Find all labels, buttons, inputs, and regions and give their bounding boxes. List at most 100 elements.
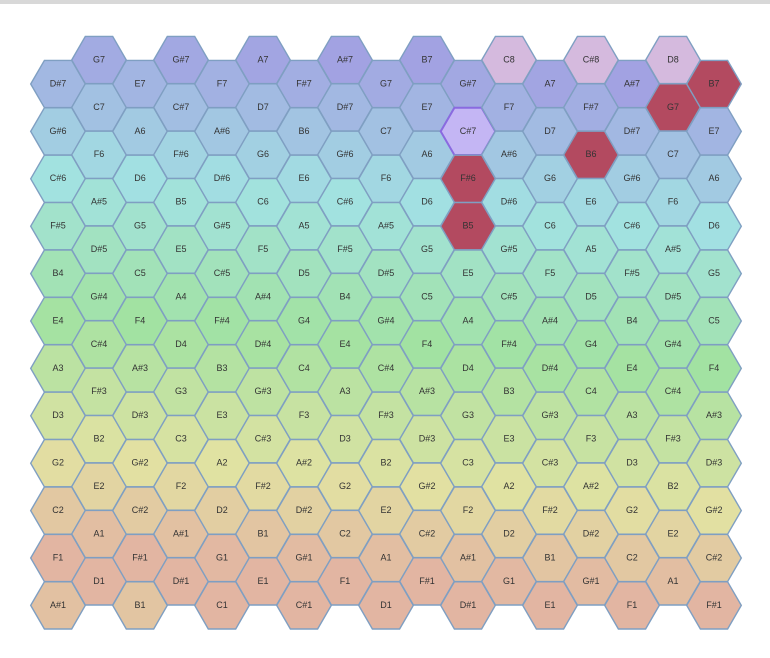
key-label: B3	[216, 363, 227, 373]
key-label: A#3	[706, 410, 722, 420]
key-label: C1	[216, 600, 228, 610]
key-label: G#4	[377, 315, 394, 325]
key-label: B5	[462, 221, 473, 231]
key-label: F#1	[419, 576, 435, 586]
key-label: G6	[544, 173, 556, 183]
key-label: D#2	[296, 505, 313, 515]
key-label: G7	[380, 78, 392, 88]
key-label: A4	[462, 315, 473, 325]
key-label: C6	[257, 197, 269, 207]
key-label: B4	[52, 268, 63, 278]
key-label: G3	[462, 410, 474, 420]
key-label: C2	[52, 505, 64, 515]
key-label: G#5	[213, 221, 230, 231]
key-label: C3	[175, 434, 187, 444]
key-label: E4	[626, 363, 637, 373]
key-label: A#7	[624, 78, 640, 88]
key-label: C4	[585, 386, 597, 396]
key-label: F#1	[132, 552, 148, 562]
key-label: A#1	[50, 600, 66, 610]
key-label: C5	[708, 315, 720, 325]
key-label: G#6	[623, 173, 640, 183]
key-label: A5	[585, 244, 596, 254]
key-label: C#5	[214, 268, 231, 278]
key-label: F#2	[255, 481, 271, 491]
key-label: B7	[421, 54, 432, 64]
key-label: C#4	[665, 386, 682, 396]
key-label: C7	[667, 149, 679, 159]
key-label: A#4	[255, 291, 271, 301]
key-label: A3	[339, 386, 350, 396]
key-label: F2	[463, 505, 474, 515]
key-label: G#1	[295, 552, 312, 562]
key-label: D7	[257, 102, 269, 112]
key-label: D#5	[665, 291, 682, 301]
key-label: A#2	[583, 481, 599, 491]
key-label: C#7	[173, 102, 190, 112]
key-label: A7	[544, 78, 555, 88]
key-label: G#2	[131, 458, 148, 468]
key-label: F5	[545, 268, 556, 278]
key-label: D3	[626, 458, 638, 468]
key-label: F1	[53, 552, 64, 562]
key-label: C#6	[50, 173, 67, 183]
key-label: B6	[585, 149, 596, 159]
key-label: C#4	[378, 363, 395, 373]
key-label: A1	[380, 552, 391, 562]
key-label: G5	[708, 268, 720, 278]
key-label: B2	[93, 434, 104, 444]
key-label: A#6	[214, 126, 230, 136]
key-label: B1	[544, 552, 555, 562]
key-label: A1	[667, 576, 678, 586]
key-label: G2	[339, 481, 351, 491]
key-label: C7	[93, 102, 105, 112]
key-label: A6	[134, 126, 145, 136]
key-label: G1	[503, 576, 515, 586]
key-label: G#7	[459, 78, 476, 88]
key-label: A7	[257, 54, 268, 64]
key-label: D6	[421, 197, 433, 207]
key-label: G#2	[418, 481, 435, 491]
key-label: D8	[667, 54, 679, 64]
key-label: C2	[626, 552, 638, 562]
key-label: E2	[667, 528, 678, 538]
key-label: F#3	[378, 410, 394, 420]
key-label: F6	[94, 149, 105, 159]
key-label: C#2	[132, 505, 149, 515]
key-label: F#5	[624, 268, 640, 278]
key-label: D3	[339, 434, 351, 444]
key-label: C6	[544, 221, 556, 231]
key-label: G4	[585, 339, 597, 349]
key-label: D#1	[173, 576, 190, 586]
key-label: E4	[339, 339, 350, 349]
key-label: G#6	[49, 126, 66, 136]
key-label: G#2	[705, 505, 722, 515]
key-label: D1	[93, 576, 105, 586]
key-label: D#5	[378, 268, 395, 278]
key-label: C#8	[583, 54, 600, 64]
key-label: D1	[380, 600, 392, 610]
key-label: A5	[298, 221, 309, 231]
key-label: B2	[380, 458, 391, 468]
key-label: A#3	[419, 386, 435, 396]
key-label: F4	[422, 339, 433, 349]
key-label: G3	[175, 386, 187, 396]
key-label: G#3	[254, 386, 271, 396]
key-label: E5	[175, 244, 186, 254]
key-label: A#7	[337, 54, 353, 64]
key-label: G6	[257, 149, 269, 159]
key-label: G#7	[172, 54, 189, 64]
key-label: C#5	[501, 291, 518, 301]
key-label: E7	[708, 126, 719, 136]
key-label: D7	[544, 126, 556, 136]
key-label: F2	[176, 481, 187, 491]
key-label: C#7	[460, 126, 477, 136]
key-label: D#3	[706, 458, 723, 468]
key-label: B2	[667, 481, 678, 491]
key-label: B6	[298, 126, 309, 136]
key-label: B3	[503, 386, 514, 396]
key-label: B7	[708, 78, 719, 88]
key-label: E5	[462, 268, 473, 278]
key-label: E6	[298, 173, 309, 183]
